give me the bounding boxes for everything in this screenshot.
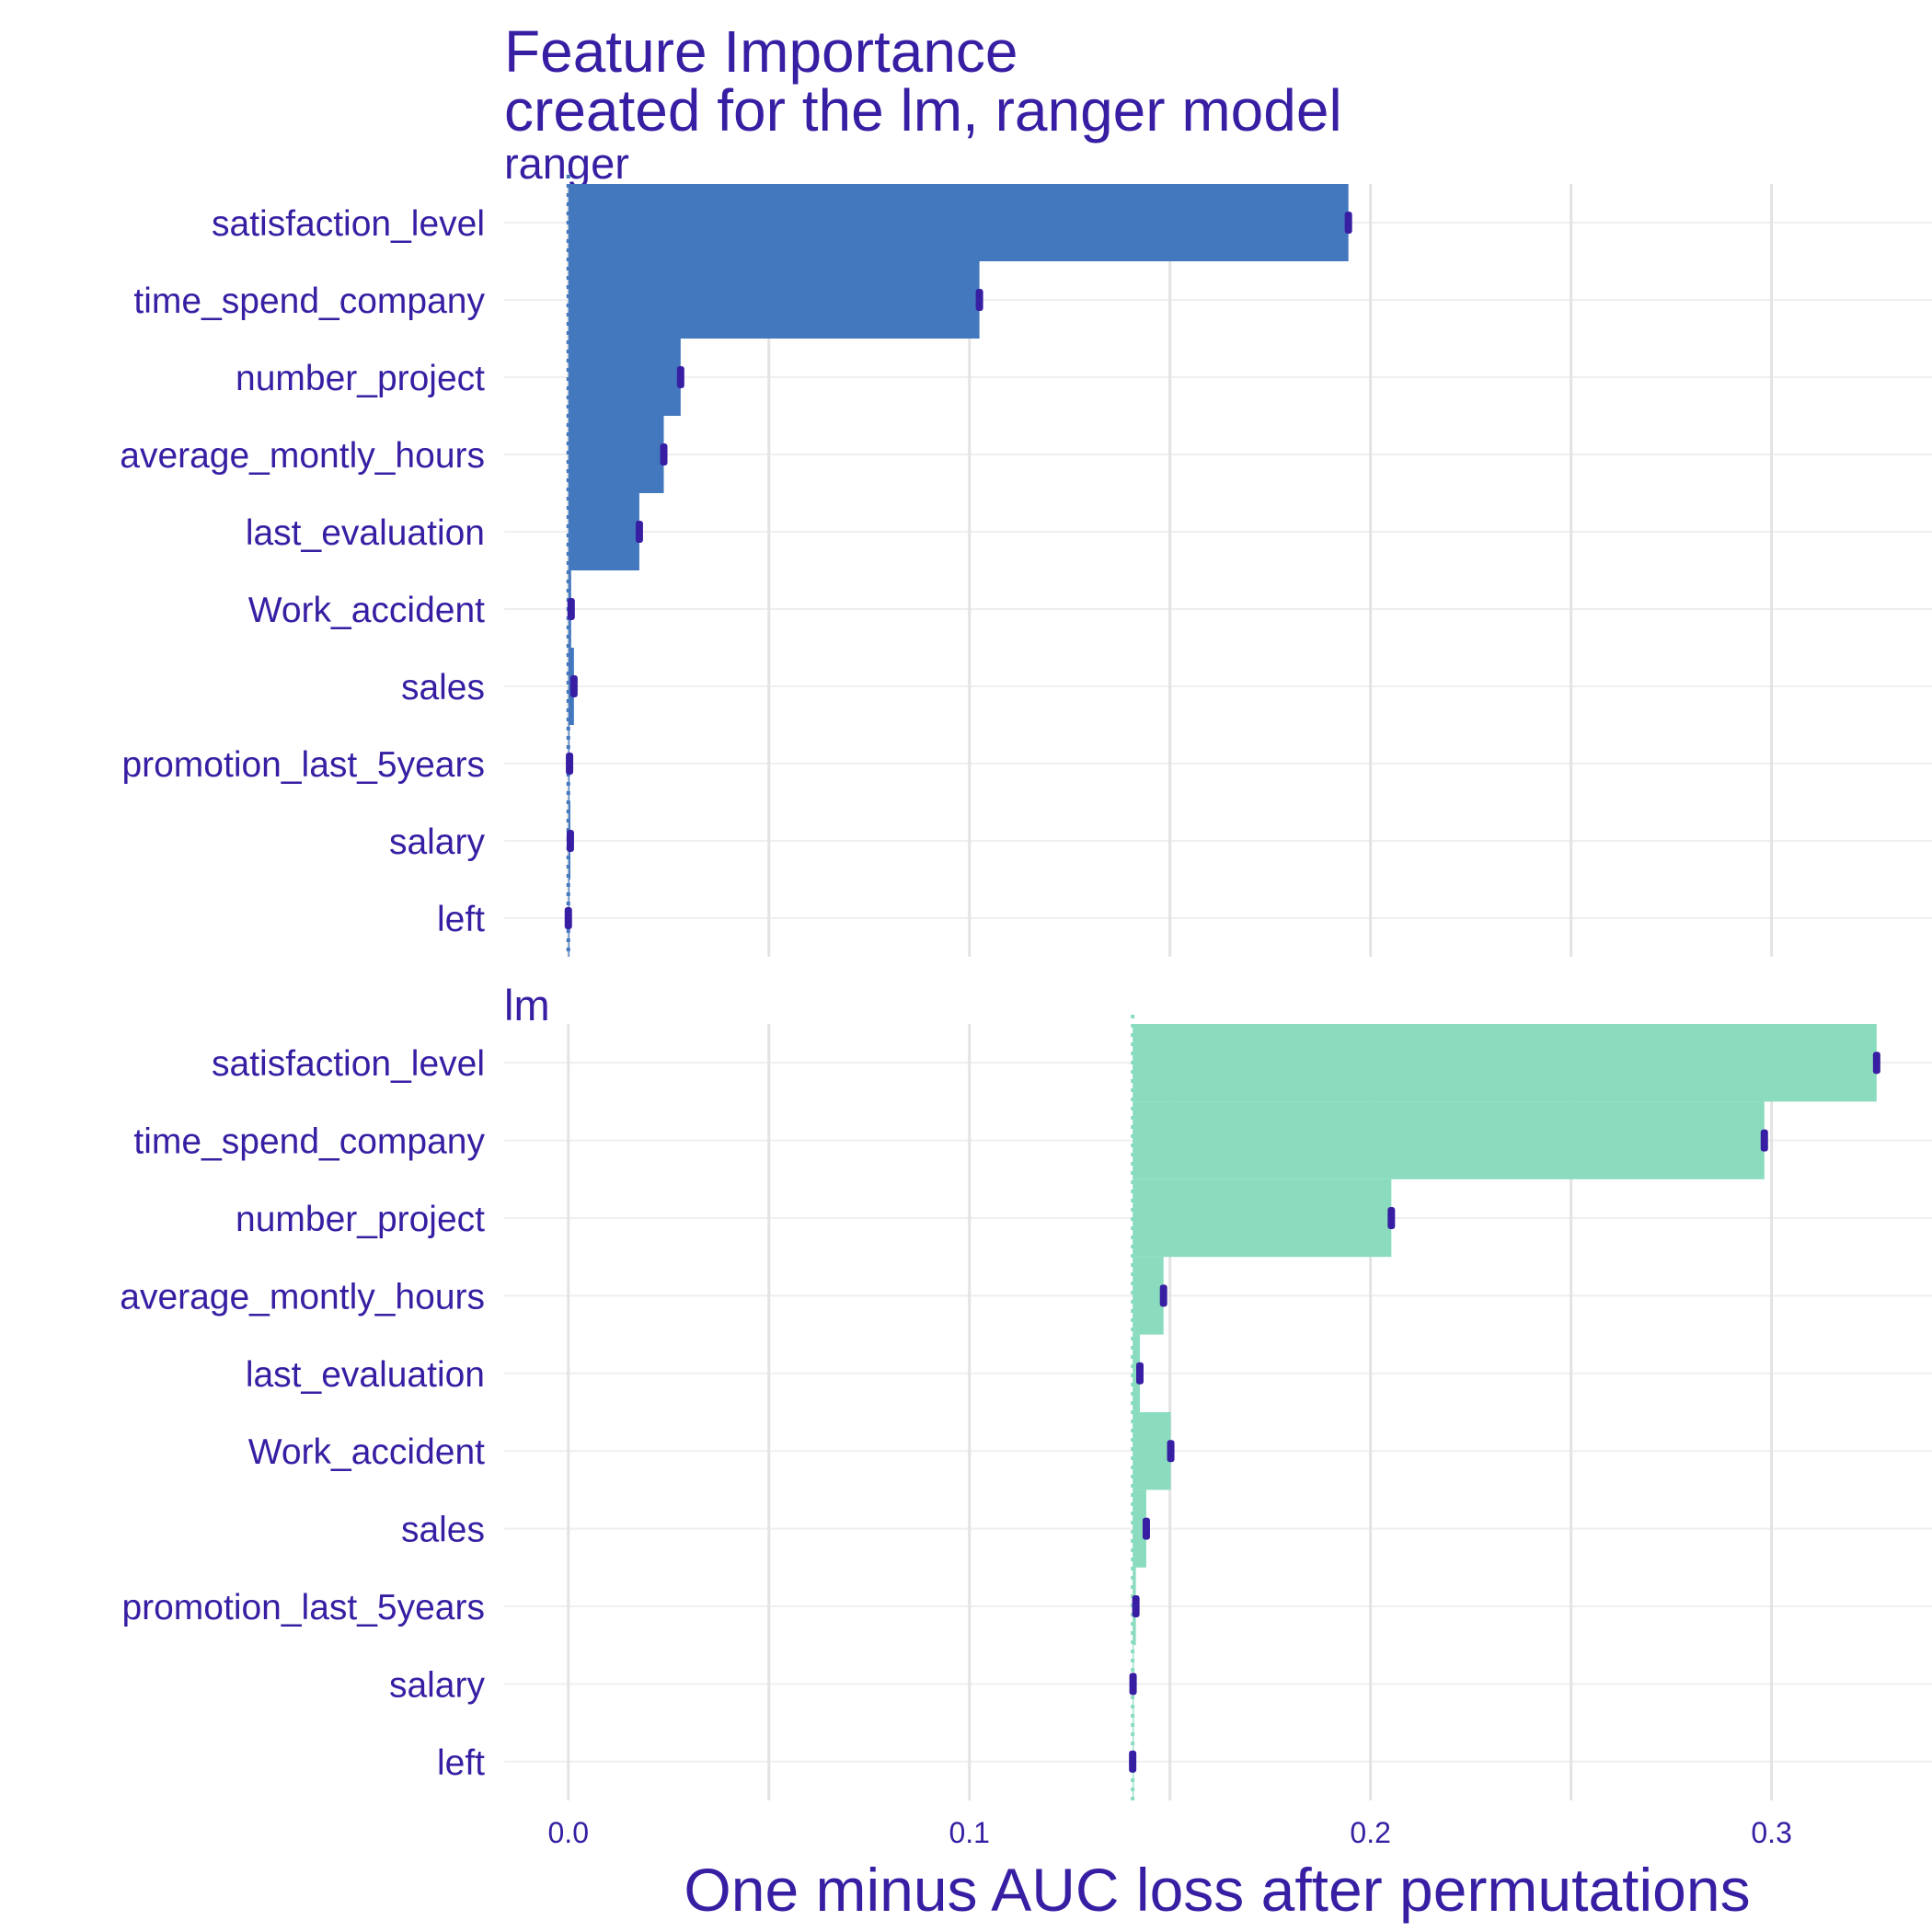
category-label: average_montly_hours [120,1277,485,1317]
importance-marker [1142,1517,1150,1540]
category-label: sales [401,1511,485,1550]
category-label: Work_accident [248,591,485,630]
category-label: salary [389,1665,486,1705]
importance-marker [567,598,575,620]
category-label: sales [401,668,485,707]
chart-title-line-1: Feature Importance [504,18,1018,85]
importance-marker [635,521,643,543]
category-label: number_project [236,1200,485,1239]
importance-marker [676,366,684,388]
bar [568,493,639,570]
importance-marker [975,289,983,311]
category-label: left [437,900,485,939]
importance-marker [1129,1750,1137,1773]
importance-marker [569,675,578,697]
category-label: time_spend_company [133,282,485,321]
category-label: promotion_last_5years [121,745,485,785]
panel-lm: lm satisfaction_level time_spend_companynu… [120,981,1932,1800]
importance-marker [566,830,574,852]
bar [1133,1101,1765,1179]
category-label: promotion_last_5years [121,1588,485,1627]
bar [1133,1257,1164,1335]
x-axis: 0.0 0.1 0.2 0.3 [548,1816,1792,1849]
bar [1133,1489,1146,1568]
importance-marker [1167,1440,1175,1463]
category-label: last_evaluation [246,1355,485,1395]
importance-marker [1872,1052,1880,1075]
panel-ranger: ranger satisfaction_level time_spend_compa… [120,139,1932,957]
bar [568,339,681,416]
category-label: Work_accident [248,1432,485,1472]
bar [1133,1024,1877,1102]
bar [1133,1179,1392,1258]
importance-marker [1132,1595,1140,1617]
importance-marker [1344,212,1352,234]
x-tick-label: 0.0 [548,1816,589,1849]
category-label: last_evaluation [246,513,485,553]
x-tick-label: 0.2 [1350,1816,1390,1849]
category-label: average_montly_hours [120,436,485,476]
chart-title-line-2: created for the lm, ranger model [504,77,1342,144]
importance-marker [566,753,574,775]
importance-marker [564,907,572,929]
importance-marker [1387,1207,1396,1229]
bar [1133,1412,1171,1490]
x-tick-label: 0.3 [1751,1816,1791,1849]
panel-title-lm: lm [504,981,550,1029]
chart-title: Feature Importance created for the lm, r… [504,18,1342,144]
panel-title-ranger: ranger [504,139,629,188]
bar [568,261,980,339]
category-label: salary [389,822,486,862]
x-axis-title: One minus AUC loss after permutations [684,1856,1750,1924]
x-tick-label: 0.1 [949,1816,989,1849]
panels: ranger satisfaction_level time_spend_compa… [120,139,1932,1800]
importance-marker [1129,1673,1137,1696]
category-label: satisfaction_level [212,204,485,244]
category-label: left [437,1743,485,1783]
bar [568,416,664,493]
importance-marker [1135,1362,1144,1385]
category-label: satisfaction_level [212,1044,485,1084]
importance-marker [660,443,668,466]
importance-marker [1760,1129,1768,1152]
bar [568,184,1349,261]
importance-marker [1159,1284,1167,1307]
category-label: time_spend_company [133,1122,485,1162]
category-label: number_project [236,359,485,398]
